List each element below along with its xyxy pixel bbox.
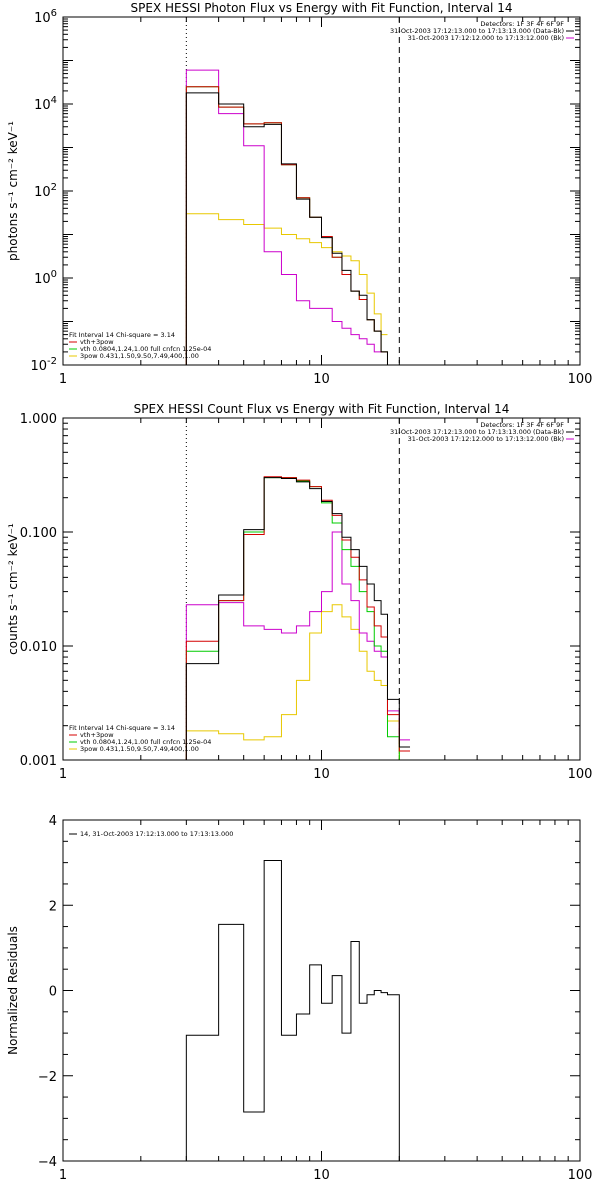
y-tick-label: 102 [34, 182, 57, 200]
x-tick-label: 10 [313, 372, 330, 387]
series-black [185, 92, 388, 365]
y-tick-label: 0.010 [20, 640, 57, 655]
series-green [185, 477, 400, 760]
detector-label: Detectors: 1F 3F 4F 6F 9F [480, 20, 564, 28]
legend-left-entry: vth+3pow [80, 731, 114, 739]
panel-1: SPEX HESSI Photon Flux vs Energy with Fi… [6, 1, 592, 387]
series-line [185, 69, 382, 365]
series-line [185, 477, 400, 760]
series-magenta [185, 69, 382, 365]
series-yellow [185, 213, 388, 365]
y-tick-base: 10 [34, 11, 51, 26]
x-tick-label: 100 [568, 767, 593, 782]
x-tick-label: 10 [313, 1168, 330, 1183]
plot-frame [62, 16, 581, 366]
series-yellow [185, 604, 411, 760]
series-black [185, 859, 400, 1161]
chart-title: SPEX HESSI Photon Flux vs Energy with Fi… [131, 1, 513, 15]
series-line [185, 477, 411, 760]
panel-2: SPEX HESSI Count Flux vs Energy with Fit… [6, 402, 592, 782]
legend-left-entry: vth+3pow [80, 338, 114, 346]
y-tick-label: −4 [38, 1155, 57, 1170]
y-tick-base: 10 [34, 185, 51, 200]
series-line [185, 213, 388, 365]
y-tick-label: 104 [34, 95, 57, 113]
x-tick-label: 1 [59, 372, 67, 387]
y-tick-exponent: 2 [51, 182, 57, 193]
y-tick-exponent: 0 [51, 269, 57, 280]
plot-frame [62, 417, 581, 761]
series-line [185, 604, 411, 760]
plot-frame [62, 819, 581, 1162]
series-magenta [185, 531, 411, 760]
y-tick-base: 10 [34, 98, 51, 113]
x-tick-label: 100 [568, 1168, 593, 1183]
y-axis-label: Normalized Residuals [6, 926, 20, 1055]
series-black [185, 477, 411, 760]
x-tick-label: 100 [568, 372, 593, 387]
legend-left-entry: Fit Interval 14 Chi-square = 3.14 [69, 724, 175, 732]
legend-left-entry: 3pow 0.431,1.50,9.50,7.49,400,1.00 [80, 745, 199, 753]
y-tick-exponent: -2 [47, 356, 57, 367]
x-tick-label: 1 [59, 767, 67, 782]
series-line [185, 859, 400, 1161]
y-tick-label: 0 [49, 985, 57, 1000]
x-tick-label: 1 [59, 1168, 67, 1183]
series-line [185, 476, 411, 760]
y-tick-base: 10 [30, 359, 47, 374]
chart-title: SPEX HESSI Count Flux vs Energy with Fit… [134, 402, 510, 416]
legend-right-entry: 31-Oct-2003 17:12:13.000 to 17:13:13.000… [390, 428, 564, 436]
legend-right-entry: 31-Oct-2003 17:12:13.000 to 17:13:13.000… [390, 27, 564, 35]
y-tick-label: 1.000 [20, 412, 57, 427]
y-tick-label: 106 [34, 8, 57, 26]
y-axis-label: counts s⁻¹ cm⁻² keV⁻¹ [6, 523, 20, 655]
y-tick-label: −2 [38, 1070, 57, 1085]
series-line [185, 531, 411, 760]
legend-left-entry: 14, 31-Oct-2003 17:12:13.000 to 17:13:13… [80, 830, 233, 838]
legend-left-entry: 3pow 0.431,1.50,9.50,7.49,400,1.00 [80, 352, 199, 360]
panel-3: Normalized Residuals 1 10 100 −4 −2 0 2 4 14, 31-… [6, 814, 592, 1183]
y-tick-exponent: 4 [51, 95, 57, 106]
y-tick-label: 10-2 [30, 356, 57, 374]
y-tick-base: 10 [34, 272, 51, 287]
x-tick-label: 10 [313, 767, 330, 782]
y-tick-label: 4 [49, 814, 57, 829]
series-red [185, 476, 411, 760]
y-tick-label: 2 [49, 899, 57, 914]
y-tick-label: 0.001 [20, 754, 57, 769]
y-tick-exponent: 6 [51, 8, 57, 19]
series-line [185, 92, 388, 365]
y-axis-label: photons s⁻¹ cm⁻² keV⁻¹ [6, 121, 20, 261]
legend-left-entry: Fit Interval 14 Chi-square = 3.14 [69, 331, 175, 339]
legend-left-entry: vth 0.0804,1.24,1.00 full cnfcn 1.25e-04 [80, 738, 211, 746]
legend-left-entry: vth 0.0804,1.24,1.00 full cnfcn 1.25e-04 [80, 345, 211, 353]
detector-label: Detectors: 1F 3F 4F 6F 9F [480, 421, 564, 429]
legend-right-entry: 31-Oct-2003 17:12:12.000 to 17:13:12.000… [408, 34, 564, 42]
y-tick-label: 100 [34, 269, 57, 287]
y-tick-label: 0.100 [20, 526, 57, 541]
legend-right-entry: 31-Oct-2003 17:12:12.000 to 17:13:12.000… [408, 435, 564, 443]
